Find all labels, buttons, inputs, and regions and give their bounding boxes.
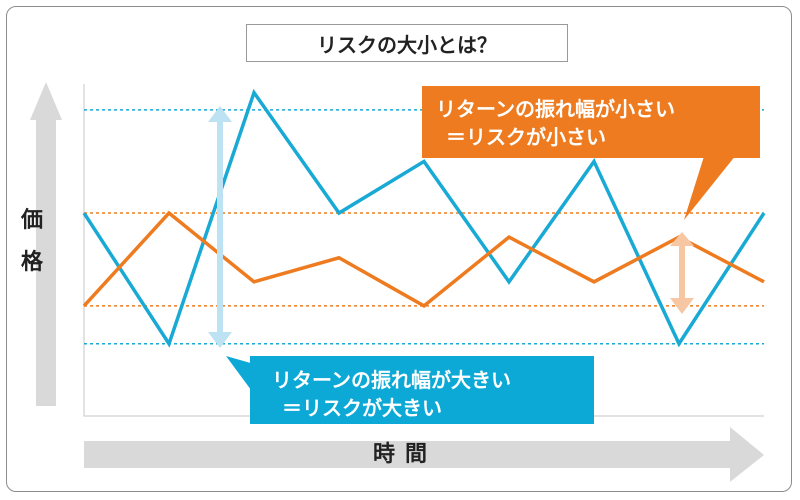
blue-callout <box>226 356 594 424</box>
blue-range-arrow <box>208 106 232 348</box>
y-axis-arrow <box>30 82 62 406</box>
blue-callout-text: リターンの振れ幅が大きい ＝リスクが大きい <box>272 366 511 422</box>
x-axis-label: 時間 <box>372 442 437 467</box>
series-line-1 <box>82 210 765 309</box>
x-axis-arrow <box>84 427 764 482</box>
y-axis-label-char: 価格 <box>12 200 52 284</box>
blue-callout-line1: リターンの振れ幅が大きい <box>272 368 511 392</box>
y-axis-label: 価格 <box>12 200 52 284</box>
y-axis-label-char: 価 <box>20 208 43 233</box>
blue-callout-line2: ＝リスクが大きい <box>282 396 442 420</box>
y-axis-label-char: 格 <box>20 250 43 275</box>
orange-callout-text: リターンの振れ幅が小さい ＝リスクが小さい <box>436 95 675 151</box>
orange-callout <box>422 86 760 220</box>
orange-callout-line1: リターンの振れ幅が小さい <box>436 97 675 121</box>
series-line-0 <box>82 88 766 348</box>
chart-title: リスクの大小とは？ <box>246 24 568 62</box>
orange-range-arrow <box>670 232 694 314</box>
orange-callout-line2: ＝リスクが小さい <box>446 125 606 149</box>
